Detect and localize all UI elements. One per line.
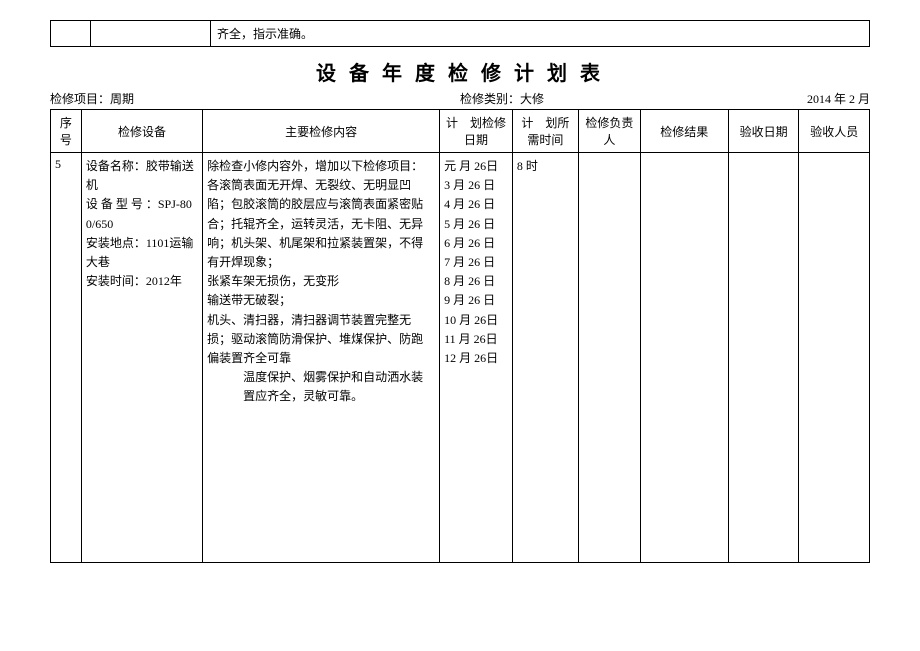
- meta-mid: 检修类别：大修: [340, 90, 750, 107]
- th-accdate: 验收日期: [728, 110, 799, 153]
- frag-cell-1: [51, 21, 91, 47]
- cell-date: 元 月 26日3 月 26 日4 月 26 日5 月 26 日6 月 26 日7…: [440, 153, 513, 563]
- frag-cell-2: [91, 21, 211, 47]
- table-row: 5 设备名称：胶带输送机设 备 型 号 ：SPJ-800/650安装地点：110…: [51, 153, 870, 563]
- cell-seq: 5: [51, 153, 82, 563]
- meta-left: 检修项目：周期: [50, 90, 340, 107]
- main-table: 序号 检修设备 主要检修内容 计 划检修日期 计 划所需时间 检修负责人 检修结…: [50, 109, 870, 563]
- cell-resp: [578, 153, 640, 563]
- th-content: 主要检修内容: [203, 110, 440, 153]
- th-accperson: 验收人员: [799, 110, 870, 153]
- cell-result: [640, 153, 728, 563]
- meta-right: 2014 年 2 月: [750, 90, 870, 107]
- th-result: 检修结果: [640, 110, 728, 153]
- frag-cell-3: 齐全，指示准确。: [211, 21, 870, 47]
- page-title: 设 备 年 度 检 修 计 划 表: [50, 57, 870, 86]
- cell-accperson: [799, 153, 870, 563]
- th-seq: 序号: [51, 110, 82, 153]
- th-date: 计 划检修日期: [440, 110, 513, 153]
- cell-dur: 8 时: [512, 153, 578, 563]
- cell-content: 除检查小修内容外，增加以下检修项目：各滚筒表面无开焊、无裂纹、无明显凹陷；包胶滚…: [203, 153, 440, 563]
- th-dev: 检修设备: [81, 110, 202, 153]
- header-row: 序号 检修设备 主要检修内容 计 划检修日期 计 划所需时间 检修负责人 检修结…: [51, 110, 870, 153]
- meta-row: 检修项目：周期 检修类别：大修 2014 年 2 月: [50, 90, 870, 107]
- th-dur: 计 划所需时间: [512, 110, 578, 153]
- th-resp: 检修负责人: [578, 110, 640, 153]
- top-fragment-table: 齐全，指示准确。: [50, 20, 870, 47]
- cell-accdate: [728, 153, 799, 563]
- cell-dev: 设备名称：胶带输送机设 备 型 号 ：SPJ-800/650安装地点：1101运…: [81, 153, 202, 563]
